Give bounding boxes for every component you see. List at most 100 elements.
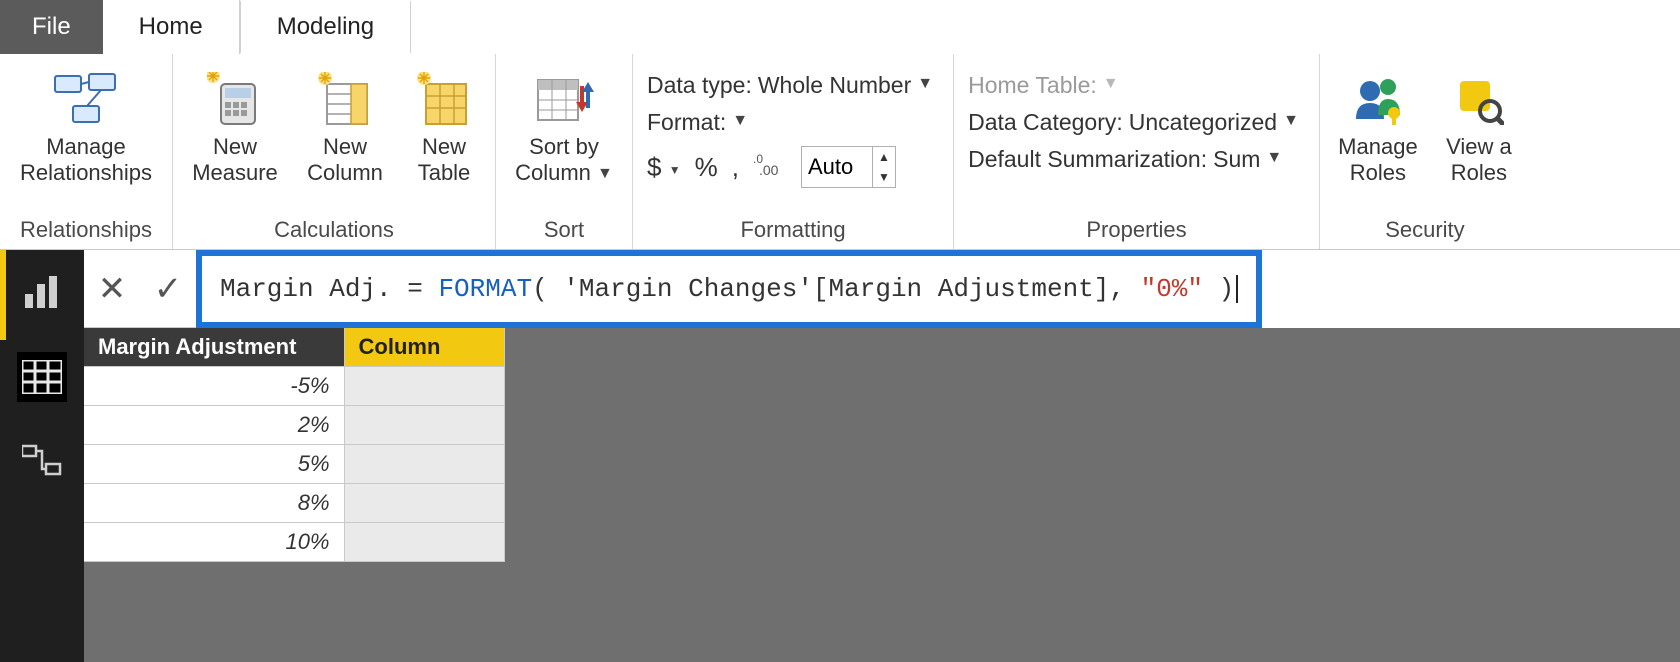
home-table-dropdown: Home Table: ▼ <box>968 72 1299 99</box>
cell-empty <box>344 523 504 562</box>
tab-modeling[interactable]: Modeling <box>240 0 411 54</box>
decimal-places-input[interactable]: ▲ ▼ <box>801 146 896 188</box>
manage-roles-label: ManageRoles <box>1338 134 1418 187</box>
bar-chart-icon <box>23 276 61 310</box>
table-icon <box>22 360 62 394</box>
cell-value: 5% <box>84 445 344 484</box>
decimal-places-field[interactable] <box>802 147 872 187</box>
group-sort: Sort byColumn ▼ Sort <box>496 54 633 249</box>
cell-value: -5% <box>84 367 344 406</box>
cell-value: 8% <box>84 484 344 523</box>
data-category-label: Data Category: <box>968 109 1123 136</box>
formula-close: ) <box>1203 274 1234 304</box>
cell-empty <box>344 406 504 445</box>
chevron-down-icon: ▼ <box>669 163 681 177</box>
data-category-dropdown[interactable]: Data Category: Uncategorized ▼ <box>968 109 1299 136</box>
cell-value: 10% <box>84 523 344 562</box>
manage-relationships-button[interactable]: ManageRelationships <box>8 64 164 187</box>
cancel-formula-button[interactable]: ✕ <box>84 250 140 328</box>
default-summarization-label: Default Summarization: <box>968 146 1207 173</box>
formula-str: "0%" <box>1141 274 1203 304</box>
table-row[interactable]: -5% <box>84 367 504 406</box>
cell-empty <box>344 367 504 406</box>
group-properties: Home Table: ▼ Data Category: Uncategoriz… <box>954 54 1320 249</box>
new-measure-button[interactable]: NewMeasure <box>181 64 289 187</box>
new-measure-label: NewMeasure <box>192 134 278 187</box>
formula-lhs: Margin Adj. <box>220 274 407 304</box>
formula-fn: FORMAT <box>438 274 532 304</box>
cell-empty <box>344 445 504 484</box>
group-formatting: Data type: Whole Number ▼ Format: ▼ $ ▼ … <box>633 54 954 249</box>
view-as-roles-button[interactable]: View aRoles <box>1436 64 1522 187</box>
view-as-roles-icon <box>1454 68 1504 132</box>
manage-relationships-label: ManageRelationships <box>20 134 152 187</box>
sort-by-column-label: Sort byColumn ▼ <box>515 134 613 187</box>
manage-roles-button[interactable]: ManageRoles <box>1328 64 1428 187</box>
sort-by-column-icon <box>534 68 594 132</box>
model-icon <box>22 444 62 478</box>
table-row[interactable]: 5% <box>84 445 504 484</box>
percent-button[interactable]: % <box>695 152 718 183</box>
formula-arg: 'Margin Changes'[Margin Adjustment], <box>548 274 1141 304</box>
table-row[interactable]: 2% <box>84 406 504 445</box>
group-calculations: NewMeasure NewColumn <box>173 54 496 249</box>
home-table-label: Home Table: <box>968 72 1097 99</box>
group-relationships: ManageRelationships Relationships <box>0 54 173 249</box>
chevron-down-icon: ▼ <box>597 164 613 183</box>
view-as-roles-label: View aRoles <box>1446 134 1512 187</box>
spin-down-button[interactable]: ▼ <box>873 167 895 187</box>
column-header-column[interactable]: Column <box>344 328 504 367</box>
column-header-margin-adjustment[interactable]: Margin Adjustment <box>84 328 344 367</box>
spin-up-button[interactable]: ▲ <box>873 147 895 167</box>
data-category-value: Uncategorized <box>1129 109 1277 136</box>
chevron-down-icon: ▼ <box>1283 112 1299 130</box>
default-summarization-value: Sum <box>1213 146 1260 173</box>
cursor-icon <box>1236 275 1238 303</box>
format-label: Format: <box>647 109 726 136</box>
chevron-down-icon: ▼ <box>1103 75 1119 93</box>
commit-formula-button[interactable]: ✓ <box>140 250 196 328</box>
accent-strip <box>0 250 6 340</box>
new-table-icon <box>416 68 472 132</box>
formula-input[interactable]: Margin Adj. = FORMAT( 'Margin Changes'[M… <box>196 250 1262 328</box>
chevron-down-icon: ▼ <box>732 112 748 130</box>
formula-bar-filler <box>1262 250 1680 328</box>
table-row[interactable]: 10% <box>84 523 504 562</box>
svg-text:.00: .00 <box>759 162 779 177</box>
data-table: Margin Adjustment Column -5% 2% 5% 8% 10… <box>84 328 505 562</box>
new-table-label: NewTable <box>418 134 471 187</box>
cell-value: 2% <box>84 406 344 445</box>
manage-roles-icon <box>1350 68 1406 132</box>
group-properties-label: Properties <box>962 213 1311 249</box>
data-type-value: Whole Number <box>758 72 911 99</box>
currency-button[interactable]: $ ▼ <box>647 152 681 183</box>
formula-eq: = <box>407 274 438 304</box>
model-view-button[interactable] <box>17 436 67 486</box>
default-summarization-dropdown[interactable]: Default Summarization: Sum ▼ <box>968 146 1299 173</box>
comma-button[interactable]: , <box>732 152 739 183</box>
sort-by-column-button[interactable]: Sort byColumn ▼ <box>504 64 624 187</box>
group-formatting-label: Formatting <box>641 213 945 249</box>
data-view-button[interactable] <box>17 352 67 402</box>
tabs-spacer <box>411 0 1680 54</box>
table-row[interactable]: 8% <box>84 484 504 523</box>
new-column-label: NewColumn <box>307 134 383 187</box>
data-type-dropdown[interactable]: Data type: Whole Number ▼ <box>647 72 933 99</box>
group-calculations-label: Calculations <box>181 213 487 249</box>
format-dropdown[interactable]: Format: ▼ <box>647 109 933 136</box>
cell-empty <box>344 484 504 523</box>
data-type-label: Data type: <box>647 72 752 99</box>
group-relationships-label: Relationships <box>8 213 164 249</box>
manage-relationships-icon <box>53 68 119 132</box>
tabs-row: File Home Modeling <box>0 0 1680 54</box>
tab-home[interactable]: Home <box>103 0 240 54</box>
group-security-label: Security <box>1328 213 1522 249</box>
group-security: ManageRoles View aRoles Security <box>1320 54 1530 249</box>
new-column-button[interactable]: NewColumn <box>297 64 393 187</box>
report-view-button[interactable] <box>17 268 67 318</box>
tab-file[interactable]: File <box>0 0 103 54</box>
new-measure-icon <box>207 68 263 132</box>
group-sort-label: Sort <box>504 213 624 249</box>
decimals-button[interactable]: .0.00 <box>753 151 787 183</box>
new-table-button[interactable]: NewTable <box>401 64 487 187</box>
